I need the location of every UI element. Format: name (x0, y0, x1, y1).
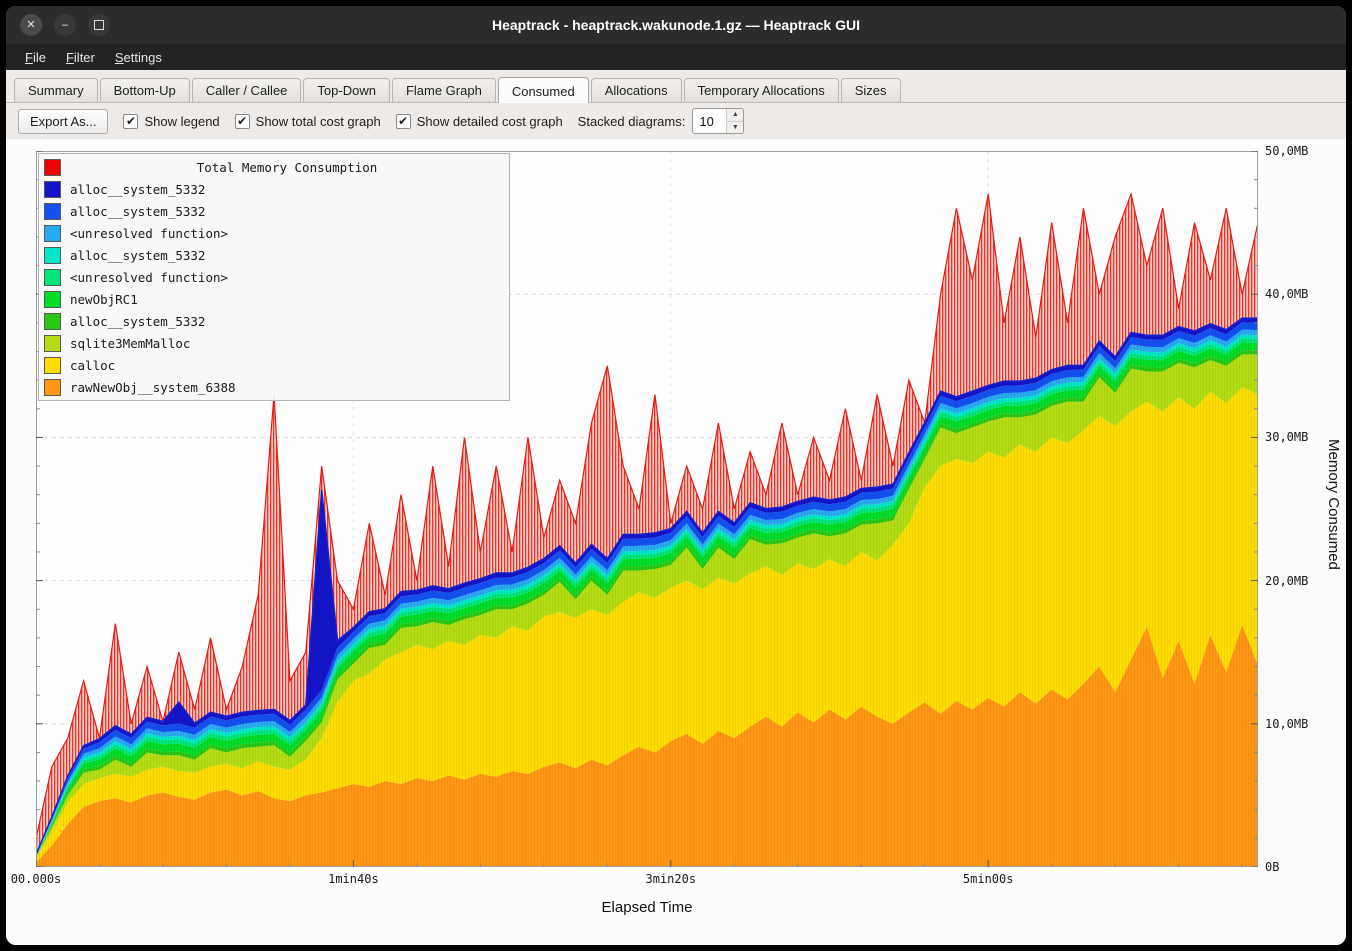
legend-item: alloc__system_5332 (44, 310, 504, 332)
maximize-button[interactable] (88, 14, 110, 36)
legend-item: sqlite3MemMalloc (44, 332, 504, 354)
export-as-button[interactable]: Export As... (18, 108, 109, 134)
legend-item-label: rawNewObj__system_6388 (70, 379, 236, 395)
checkbox-box: ✔ (123, 113, 139, 129)
checkbox-show-detailed-cost-graph[interactable]: ✔ Show detailed cost graph (395, 113, 563, 129)
stacked-diagrams-group: Stacked diagrams: 10 ▲ ▼ (578, 108, 745, 134)
checkbox-box: ✔ (395, 113, 411, 129)
stacked-diagrams-spinbox[interactable]: 10 ▲ ▼ (692, 108, 745, 134)
check-icon: ✔ (125, 114, 137, 128)
checkbox-box: ✔ (234, 113, 250, 129)
tab-allocations[interactable]: Allocations (590, 78, 682, 102)
tab-temporary-allocations[interactable]: Temporary Allocations (683, 78, 839, 102)
tab-flame-graph[interactable]: Flame Graph (391, 78, 496, 102)
app-window: ✕ – Heaptrack - heaptrack.wakunode.1.gz … (6, 6, 1346, 945)
memory-consumption-chart[interactable] (36, 151, 1258, 867)
toolbar: Export As... ✔ Show legend ✔ Show total … (6, 103, 1346, 139)
y-axis-title: Memory Consumed (1325, 439, 1342, 570)
x-tick-label: 00.000s (10, 872, 62, 886)
legend-item: calloc (44, 354, 504, 376)
stacked-diagrams-value[interactable]: 10 (699, 113, 714, 129)
legend-swatch (44, 290, 61, 308)
y-tick-label: 20,0MB (1265, 573, 1309, 588)
minimize-button[interactable]: – (54, 14, 76, 36)
menubar: File Filter Settings (6, 44, 1346, 70)
menu-filter[interactable]: Filter (65, 49, 95, 65)
tabbar: Summary Bottom-Up Caller / Callee Top-Do… (6, 70, 1346, 103)
legend-item-label: sqlite3MemMalloc (70, 335, 191, 351)
legend-item: newObjRC1 (44, 288, 504, 310)
legend-item: alloc__system_5332 (44, 244, 504, 266)
spin-down-button[interactable]: ▼ (727, 121, 744, 133)
legend-item: <unresolved function> (44, 266, 504, 288)
tab-consumed[interactable]: Consumed (497, 77, 589, 103)
tab-bottom-up[interactable]: Bottom-Up (99, 78, 190, 102)
legend-swatch (44, 158, 61, 176)
legend-item: rawNewObj__system_6388 (44, 376, 504, 398)
tab-sizes[interactable]: Sizes (840, 78, 901, 102)
axes (36, 151, 1258, 867)
chevron-up-icon: ▲ (731, 111, 739, 119)
maximize-icon (94, 20, 104, 30)
total-consumption-line (36, 191, 1258, 839)
legend-swatch (44, 378, 61, 396)
legend-swatch (44, 268, 61, 286)
legend-title: Total Memory Consumption (196, 159, 378, 175)
legend-swatch (44, 246, 61, 264)
chart-legend: Total Memory Consumption alloc__system_53… (38, 153, 510, 401)
legend-swatch (44, 356, 61, 374)
titlebar: ✕ – Heaptrack - heaptrack.wakunode.1.gz … (6, 6, 1346, 44)
tab-top-down[interactable]: Top-Down (303, 78, 390, 102)
y-tick-label: 10,0MB (1265, 716, 1309, 731)
x-tick-label: 1min40s (328, 872, 379, 886)
checkbox-show-total-cost-graph[interactable]: ✔ Show total cost graph (234, 113, 381, 129)
legend-swatch (44, 180, 61, 198)
consumed-chart-area: Total Memory Consumption alloc__system_53… (6, 139, 1346, 945)
close-button[interactable]: ✕ (20, 14, 42, 36)
stacked-diagrams-label: Stacked diagrams: (577, 113, 686, 129)
minimize-icon: – (61, 18, 69, 31)
tab-caller-callee[interactable]: Caller / Callee (191, 78, 302, 102)
window-controls: ✕ – (20, 6, 110, 44)
y-tick-label: 40,0MB (1265, 287, 1309, 302)
legend-swatch (44, 202, 61, 220)
x-axis-title: Elapsed Time (601, 899, 693, 916)
legend-item-label: alloc__system_5332 (70, 313, 206, 329)
legend-item-label: alloc__system_5332 (70, 203, 206, 219)
legend-item: alloc__system_5332 (44, 178, 504, 200)
check-icon: ✔ (398, 114, 409, 128)
legend-item-label: alloc__system_5332 (70, 247, 206, 263)
legend-item-label: <unresolved function> (70, 225, 229, 241)
legend-swatch (44, 334, 61, 352)
menu-settings[interactable]: Settings (114, 49, 162, 65)
chevron-down-icon: ▼ (731, 123, 739, 131)
legend-item: alloc__system_5332 (44, 200, 504, 222)
menu-file[interactable]: File (25, 49, 46, 65)
spin-up-button[interactable]: ▲ (727, 109, 744, 122)
legend-title-row: Total Memory Consumption (44, 156, 504, 178)
stack-top-line (36, 317, 1258, 855)
x-tick-label: 3min20s (645, 872, 697, 886)
legend-item-label: <unresolved function> (70, 269, 229, 285)
total-consumption-area (36, 193, 1258, 855)
y-tick-label: 50,0MB (1265, 144, 1309, 158)
legend-item-label: alloc__system_5332 (70, 181, 206, 197)
check-icon: ✔ (237, 114, 248, 128)
y-tick-label: 30,0MB (1265, 430, 1309, 445)
checkbox-show-legend[interactable]: ✔ Show legend (123, 113, 220, 129)
checkbox-label: Show total cost graph (255, 113, 381, 129)
legend-item-label: newObjRC1 (70, 291, 138, 307)
close-icon: ✕ (26, 18, 36, 31)
checkbox-label: Show detailed cost graph (416, 113, 563, 129)
legend-swatch (44, 224, 61, 242)
tab-summary[interactable]: Summary (14, 78, 98, 102)
checkbox-label: Show legend (144, 113, 220, 129)
legend-item-label: calloc (70, 357, 116, 373)
legend-swatch (44, 312, 61, 330)
x-tick-label: 5min00s (962, 872, 1014, 886)
legend-item: <unresolved function> (44, 222, 504, 244)
spin-arrows: ▲ ▼ (726, 109, 744, 133)
y-tick-label: 0B (1265, 860, 1280, 874)
window-title: Heaptrack - heaptrack.wakunode.1.gz — He… (491, 17, 860, 33)
